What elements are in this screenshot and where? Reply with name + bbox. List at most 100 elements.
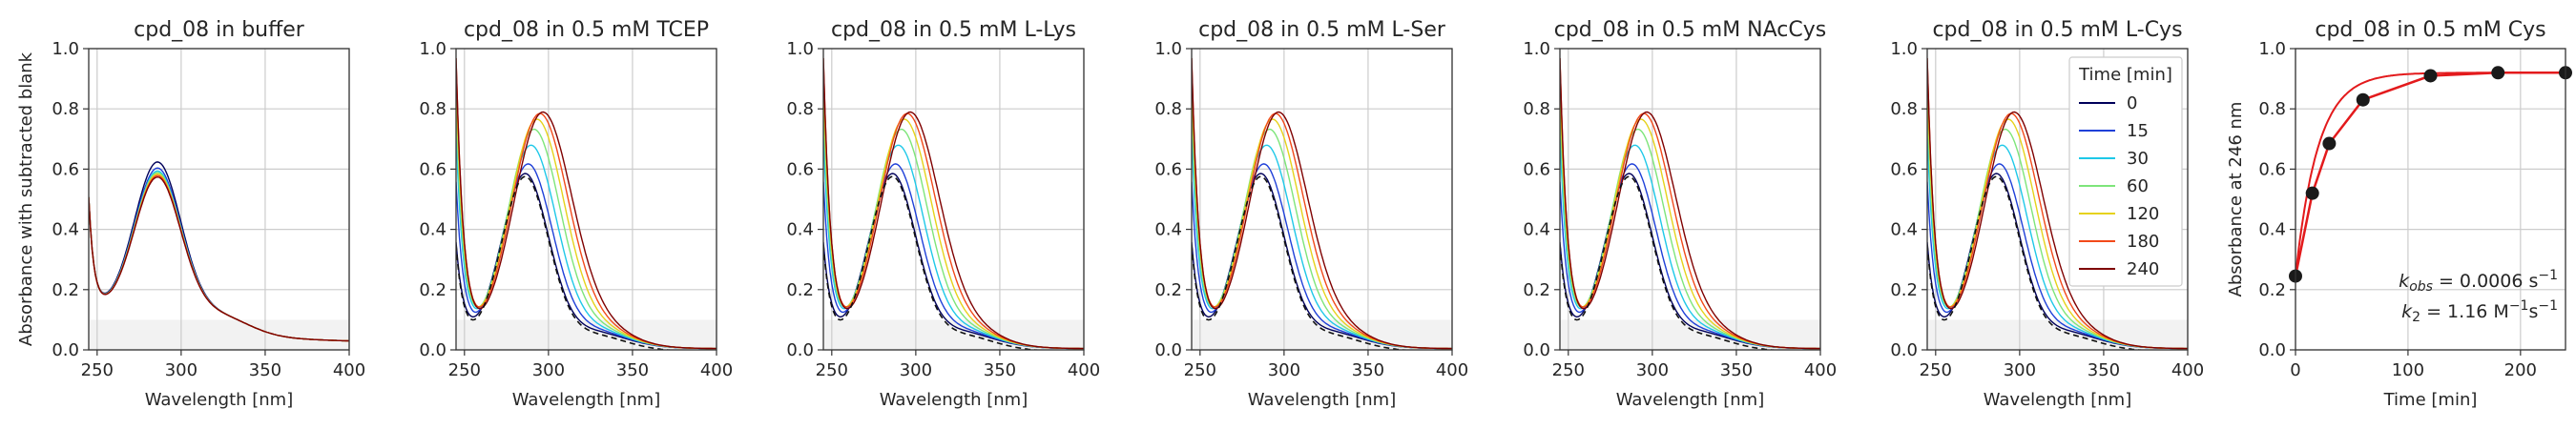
data-point-2 bbox=[2322, 136, 2337, 151]
y-tick-label: 0.2 bbox=[52, 280, 79, 300]
legend-entry: 240 bbox=[2127, 259, 2159, 279]
y-tick-label: 1.0 bbox=[786, 39, 814, 59]
x-tick-label: 350 bbox=[1720, 360, 1753, 380]
x-axis-label: Wavelength [nm] bbox=[880, 390, 1028, 410]
series-line-2 bbox=[89, 170, 349, 342]
blank-band bbox=[1927, 319, 2188, 350]
reference-dashed-line bbox=[1192, 175, 1414, 350]
kobs-subscript: obs bbox=[2409, 279, 2433, 295]
x-tick-label: 350 bbox=[1352, 360, 1384, 380]
y-tick-label: 0.2 bbox=[419, 280, 447, 300]
k2-exponent-1: −1 bbox=[2509, 298, 2529, 314]
data-point-4 bbox=[2423, 69, 2438, 83]
y-tick-label: 0.0 bbox=[419, 340, 447, 360]
plot-area bbox=[456, 57, 717, 350]
axes-frame bbox=[1191, 48, 1453, 351]
y-tick-label: 0.2 bbox=[786, 280, 814, 300]
y-tick-label: 0.6 bbox=[1890, 159, 1918, 179]
y-tick-label: 0.4 bbox=[419, 220, 447, 240]
y-axis-label: Absorbance at 246 nm bbox=[2226, 102, 2246, 297]
y-tick-label: 0.8 bbox=[786, 99, 814, 119]
axes-frame bbox=[1559, 48, 1821, 351]
x-tick-label: 300 bbox=[532, 360, 565, 380]
series-line-6 bbox=[89, 175, 349, 342]
y-tick-label: 0.2 bbox=[1154, 280, 1182, 300]
series-line-3 bbox=[89, 172, 349, 342]
blank-band bbox=[1560, 319, 1820, 350]
y-tick-label: 0.6 bbox=[1523, 159, 1550, 179]
chart-title: cpd_08 in 0.5 mM TCEP bbox=[464, 18, 709, 42]
x-tick-label: 400 bbox=[1436, 360, 1468, 380]
x-axis-label: Wavelength [nm] bbox=[1616, 390, 1765, 410]
data-point-1 bbox=[2305, 186, 2319, 200]
panel-4: 0.0 0.2 0.4 0.6 0.8 1.0 250 300 350 400 cpd_08 in … bbox=[1154, 18, 1468, 410]
x-axis-label: Wavelength [nm] bbox=[1248, 390, 1397, 410]
y-tick-label: 1.0 bbox=[52, 39, 79, 59]
panel-7: 0.0 0.2 0.4 0.6 0.8 1.0 0 100 200 cpd_08 in 0.5 m… bbox=[2226, 18, 2572, 410]
series-line-4 bbox=[823, 78, 1084, 350]
series-line-5 bbox=[89, 174, 349, 342]
data-point-5 bbox=[2491, 66, 2505, 80]
x-tick-label: 300 bbox=[1268, 360, 1300, 380]
y-tick-label: 0.8 bbox=[419, 99, 447, 119]
x-axis-label: Wavelength [nm] bbox=[1984, 390, 2132, 410]
x-tick-label: 200 bbox=[2504, 360, 2537, 380]
blank-band bbox=[1192, 319, 1452, 350]
reference-dashed-line bbox=[1927, 175, 2150, 350]
plot-area bbox=[1927, 57, 2188, 350]
y-tick-label: 0.2 bbox=[2258, 280, 2286, 300]
kobs-annotation: kobs = 0.0006 s−1 bbox=[2399, 268, 2558, 295]
y-tick-label: 0.4 bbox=[1154, 220, 1182, 240]
y-tick-label: 0.2 bbox=[1890, 280, 1918, 300]
y-tick-label: 0.6 bbox=[419, 159, 447, 179]
chart-title: cpd_08 in 0.5 mM L-Ser bbox=[1198, 18, 1446, 42]
x-tick-label: 350 bbox=[984, 360, 1016, 380]
legend-entry: 180 bbox=[2127, 232, 2159, 252]
y-tick-label: 0.4 bbox=[1523, 220, 1550, 240]
y-tick-label: 0.0 bbox=[52, 340, 79, 360]
y-tick-label: 0.0 bbox=[1523, 340, 1550, 360]
y-tick-label: 1.0 bbox=[1523, 39, 1550, 59]
series-line-6 bbox=[1560, 57, 1820, 350]
series-line-1 bbox=[89, 167, 349, 342]
chart-title: cpd_08 in 0.5 mM L-Cys bbox=[1932, 18, 2182, 42]
series-line-4 bbox=[456, 78, 717, 350]
series-line-4 bbox=[1192, 78, 1452, 350]
data-line bbox=[2296, 72, 2566, 276]
series-line-5 bbox=[1560, 57, 1820, 350]
x-tick-label: 250 bbox=[81, 360, 114, 380]
kobs-symbol: k bbox=[2399, 271, 2410, 292]
x-axis-label: Wavelength [nm] bbox=[512, 390, 661, 410]
x-axis-label: Time [min] bbox=[2383, 390, 2478, 410]
series-line-5 bbox=[1192, 57, 1452, 350]
reference-dashed-line bbox=[823, 175, 1046, 350]
y-tick-label: 0.2 bbox=[1523, 280, 1550, 300]
y-tick-label: 0.6 bbox=[786, 159, 814, 179]
x-tick-label: 400 bbox=[1068, 360, 1100, 380]
series-line-4 bbox=[1560, 78, 1820, 350]
y-tick-label: 0.8 bbox=[2258, 99, 2286, 119]
series-line-6 bbox=[456, 57, 717, 350]
plot-area bbox=[1560, 57, 1820, 350]
legend-title: Time [min] bbox=[2078, 65, 2172, 85]
k2-unit: s bbox=[2528, 301, 2538, 322]
series-line-2 bbox=[1560, 133, 1820, 350]
blank-band bbox=[89, 319, 349, 350]
axes-frame bbox=[822, 48, 1085, 351]
y-tick-label: 0.4 bbox=[786, 220, 814, 240]
x-tick-label: 250 bbox=[816, 360, 848, 380]
series-line-6 bbox=[1927, 57, 2188, 350]
k2-symbol: k bbox=[2401, 301, 2413, 322]
y-tick-label: 1.0 bbox=[1890, 39, 1918, 59]
legend-box bbox=[2068, 56, 2183, 287]
chart-title: cpd_08 in 0.5 mM Cys bbox=[2315, 18, 2545, 42]
reference-dashed-line bbox=[1560, 175, 1782, 350]
data-point-3 bbox=[2356, 92, 2370, 107]
x-tick-label: 100 bbox=[2392, 360, 2424, 380]
x-tick-label: 400 bbox=[333, 360, 365, 380]
y-tick-label: 0.8 bbox=[52, 99, 79, 119]
series-line-6 bbox=[823, 57, 1084, 350]
k2-value: = 1.16 M bbox=[2420, 301, 2509, 322]
y-tick-label: 1.0 bbox=[2258, 39, 2286, 59]
